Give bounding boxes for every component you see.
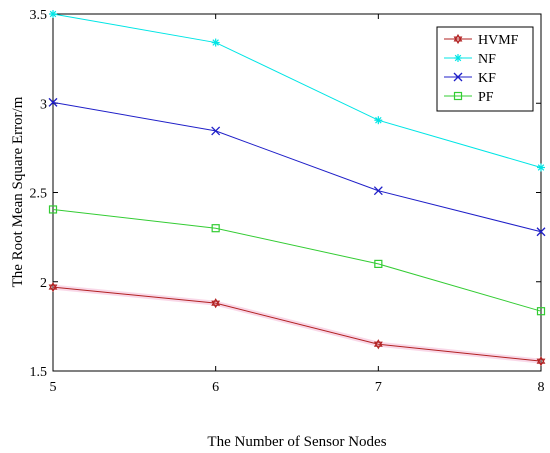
legend-entry-hvmf: HVMF [444, 33, 519, 48]
data-point [374, 259, 383, 268]
data-point [211, 38, 220, 47]
data-point [373, 186, 383, 196]
series-line [52, 208, 542, 312]
x-tick-label: 6 [212, 380, 219, 395]
data-point [537, 163, 545, 172]
legend-label: KF [478, 71, 496, 86]
data-point [374, 116, 383, 125]
data-point [211, 298, 221, 309]
x-axis-title: The Number of Sensor Nodes [207, 434, 386, 450]
data-point [536, 356, 546, 367]
x-tick-label: 7 [375, 380, 382, 395]
data-point [48, 205, 58, 214]
series-line [52, 286, 542, 362]
data-point [536, 227, 546, 237]
legend-label: HVMF [478, 33, 519, 48]
series-nf [49, 10, 545, 172]
legend-marker [454, 54, 462, 62]
data-point [48, 282, 58, 293]
legend-label: NF [478, 52, 496, 67]
data-point [48, 97, 58, 107]
legend: HVMF NF KF PF [436, 26, 534, 112]
legend-entry-nf: NF [444, 52, 496, 67]
x-tick-label: 8 [538, 380, 545, 395]
y-tick-label: 2.5 [30, 187, 48, 202]
legend-marker [453, 33, 463, 45]
legend-box [436, 26, 534, 112]
y-tick-label: 3 [40, 97, 47, 112]
series-hvmf [48, 282, 546, 367]
legend-entry-pf: PF [444, 90, 494, 105]
legend-entry-kf: KF [444, 71, 496, 86]
data-point [536, 307, 546, 316]
data-point [373, 339, 383, 350]
series-group [48, 10, 546, 367]
series-line [52, 101, 542, 233]
legend-label: PF [478, 90, 494, 105]
series-pf [48, 205, 546, 316]
y-axis-title: The Root Mean Square Error/m [10, 96, 26, 287]
x-tick-label: 5 [50, 380, 57, 395]
series-line [52, 13, 542, 168]
legend-marker [453, 91, 463, 101]
series-kf [48, 97, 546, 237]
data-point [211, 126, 221, 136]
data-point [49, 10, 57, 18]
y-tick-label: 3.5 [30, 8, 48, 23]
y-tick-label: 2 [40, 276, 47, 291]
y-tick-label: 1.5 [30, 365, 48, 380]
data-point [211, 224, 220, 233]
legend-marker [453, 72, 463, 82]
